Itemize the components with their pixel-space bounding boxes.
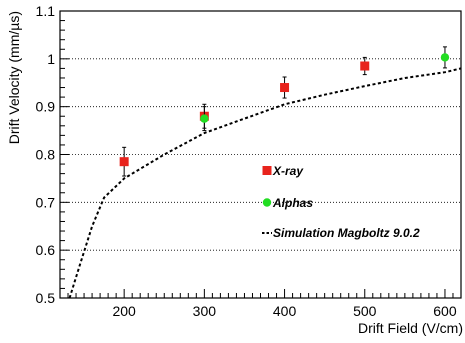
simulation-curve-layer [68, 67, 462, 299]
alphas-marker [440, 53, 450, 62]
x-tick-label: 300 [193, 303, 217, 319]
data-points-layer [119, 46, 450, 177]
y-axis-title: Drift Velocity (mm/µs) [6, 11, 22, 144]
simulation-curve [68, 67, 462, 299]
legend-alphas-symbol [262, 198, 272, 207]
y-tick-label: 1.1 [36, 3, 56, 19]
y-tick-label: 0.5 [36, 290, 56, 306]
y-tick-label: 0.9 [36, 99, 56, 115]
xray-marker [119, 157, 129, 167]
x-tick-label: 600 [433, 303, 457, 319]
x-tick-label: 200 [112, 303, 136, 319]
y-tick-label: 0.8 [36, 147, 56, 163]
y-tick-label: 0.7 [36, 194, 56, 210]
legend-xray-symbol [262, 166, 272, 175]
legend: X-ray Alphas Simulation Magboltz 9.0.2 [262, 164, 420, 240]
x-axis-title: Drift Field (V/cm) [358, 320, 463, 336]
alphas-marker [200, 114, 209, 123]
axis-ticks: 0.5 0.6 0.7 0.8 0.9 1 1.1 200 300 400 500 600 [36, 3, 462, 319]
y-tick-label: 1 [47, 51, 55, 67]
xray-marker [280, 83, 290, 93]
x-tick-label: 400 [273, 303, 297, 319]
legend-label: X-ray [272, 164, 304, 178]
x-tick-label: 500 [353, 303, 377, 319]
grid-lines [60, 58, 461, 251]
y-tick-label: 0.6 [36, 242, 56, 258]
xray-marker [360, 61, 370, 71]
legend-label: Simulation Magboltz 9.0.2 [273, 226, 420, 240]
legend-label: Alphas [272, 196, 313, 210]
